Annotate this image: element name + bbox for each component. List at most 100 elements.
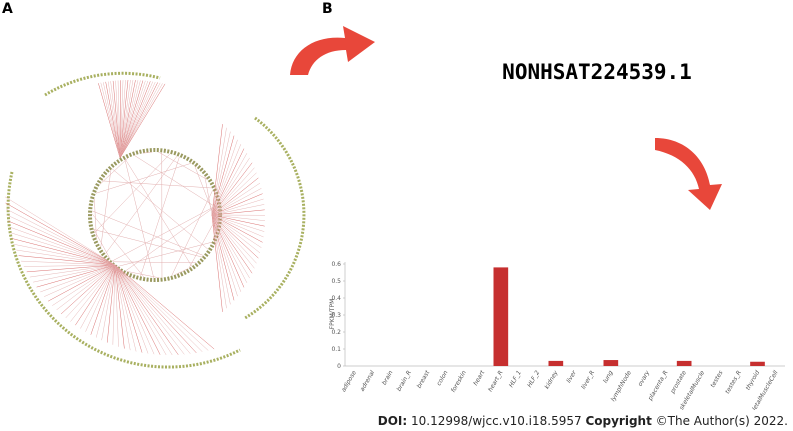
network-edge [119, 80, 124, 159]
network-edge [119, 80, 121, 159]
network-edge [98, 83, 121, 159]
network-edge [211, 214, 261, 254]
x-tick-label: adrenal [359, 369, 377, 393]
network-edge [70, 264, 116, 322]
y-tick-label: 0.2 [331, 329, 341, 336]
network-edge [119, 80, 149, 159]
network-edge [211, 124, 223, 216]
network-edge [40, 264, 116, 293]
network-edge [211, 135, 235, 216]
network-edge [114, 264, 137, 352]
y-tick-label: 0 [337, 363, 341, 370]
network-edge [119, 81, 154, 159]
network-edge [211, 214, 245, 288]
network-edge [174, 268, 189, 276]
network-edge [211, 188, 262, 216]
network-edge [5, 196, 116, 266]
network-edge [119, 83, 163, 159]
network-edge [114, 264, 167, 356]
network-edge [211, 214, 253, 274]
network-edge [21, 260, 116, 266]
network-edge [119, 80, 144, 159]
bar [750, 361, 765, 366]
network-edge [188, 214, 219, 269]
network-edge [114, 264, 149, 354]
network-edge [211, 144, 242, 216]
network-edge [119, 79, 134, 159]
network-edge [114, 264, 155, 355]
x-tick-label: HLF_2 [526, 369, 541, 388]
network-edge [119, 79, 129, 159]
network-edge [140, 156, 180, 277]
network-edge [119, 80, 136, 159]
network-edge [10, 232, 116, 266]
network-edge [36, 264, 116, 288]
network-edge [211, 214, 264, 238]
y-tick-label: 0.5 [331, 278, 341, 285]
network-edge [112, 261, 197, 264]
copyright: ©The Author(s) 2022. [655, 414, 788, 428]
x-tick-label: brain [381, 369, 395, 386]
bar [603, 360, 619, 366]
network-edge [94, 153, 171, 233]
network-edge [23, 264, 116, 267]
network-edge [211, 214, 255, 269]
network-edge [105, 155, 178, 255]
network-edge [18, 255, 116, 266]
network-edge [111, 204, 218, 262]
network-edge [211, 214, 259, 259]
gene-id: NONHSAT224539.1 [502, 60, 692, 84]
network-edge [114, 264, 179, 355]
network-edge [211, 214, 248, 283]
network-edge [171, 189, 214, 276]
network-edge [117, 80, 121, 159]
x-tick-label: testes_R [724, 370, 743, 396]
network-edge [142, 151, 153, 154]
network-edge [119, 80, 141, 159]
network-edge [29, 264, 116, 278]
network-edge [158, 151, 208, 180]
network-edge [93, 229, 203, 258]
x-tick-label: foreskin [450, 369, 468, 393]
arrow [290, 26, 375, 75]
network-edge [95, 163, 192, 194]
network-edge [112, 264, 116, 345]
network-edge [211, 214, 250, 279]
x-tick-label: breast [416, 369, 432, 390]
network-edge [125, 204, 218, 271]
network-edge [119, 80, 146, 159]
network-edge [114, 264, 125, 349]
network-edge [124, 159, 155, 279]
network-edge [119, 82, 158, 159]
bar [493, 267, 509, 366]
network-edge [119, 80, 126, 159]
network-edge [211, 214, 265, 227]
network-edge [56, 264, 116, 311]
x-tick-label: brain_R [396, 370, 413, 393]
y-tick-label: 0.1 [331, 346, 341, 353]
network-edge [211, 157, 250, 216]
network-edge [65, 264, 116, 319]
network-edge [94, 198, 97, 239]
network-edge [107, 81, 121, 159]
network-edge [211, 198, 264, 216]
network-edge [211, 131, 231, 216]
network-edge [114, 264, 203, 352]
network-edge [114, 264, 197, 354]
network-edge [95, 264, 116, 338]
network-edge [9, 226, 116, 266]
network-edge [204, 176, 216, 233]
network-edge [211, 127, 227, 216]
network-edge [114, 264, 185, 355]
network-edge [211, 193, 263, 216]
network-edge [211, 214, 257, 264]
doi: 10.12998/wjcc.v10.i18.5957 [411, 414, 582, 428]
network-edge [211, 214, 265, 232]
network-edge [211, 177, 259, 216]
network-edge [43, 264, 116, 297]
network-edge [211, 167, 255, 216]
network-edge [99, 157, 129, 185]
y-tick-label: 0.6 [331, 261, 341, 268]
network-edge [91, 213, 145, 278]
